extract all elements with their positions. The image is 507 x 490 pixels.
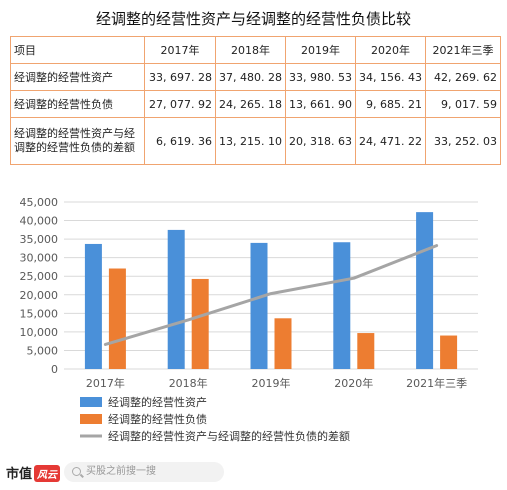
x-tick-label: 2019年 — [252, 376, 291, 390]
search-input[interactable]: 买股之前搜一搜 — [64, 462, 224, 482]
bar — [191, 278, 209, 369]
table-cell: 13, 215. 10 — [215, 117, 286, 165]
site-logo[interactable]: 市值 风云 — [6, 463, 61, 482]
table-cell: 24, 471. 22 — [354, 117, 426, 165]
table-header-row: 项目 2017年 2018年 2019年 2020年 2021年三季 — [10, 36, 501, 64]
y-tick-label: 35,000 — [20, 233, 59, 246]
legend-label: 经调整的经营性资产与经调整的经营性负债的差额 — [108, 429, 350, 443]
bar — [167, 229, 185, 369]
footer-bar: 市值 风云 买股之前搜一搜 — [0, 458, 507, 490]
search-placeholder: 买股之前搜一搜 — [86, 466, 156, 477]
y-tick-label: 30,000 — [20, 252, 59, 265]
table-cell: 9, 017. 59 — [424, 90, 501, 118]
legend-swatch — [80, 397, 102, 407]
header-cell-2019: 2019年 — [284, 36, 356, 64]
logo-text: 市值 — [6, 467, 33, 482]
table-cell: 34, 156. 43 — [354, 63, 426, 91]
header-cell-item: 项目 — [10, 36, 145, 64]
table-cell: 33, 980. 53 — [284, 63, 356, 91]
logo-badge: 风云 — [34, 465, 61, 482]
bar — [108, 268, 126, 369]
table-row-assets: 经调整的经营性资产 33, 697. 28 37, 480. 28 33, 98… — [10, 63, 501, 91]
header-cell-2018: 2018年 — [215, 36, 286, 64]
y-tick-label: 5,000 — [27, 344, 59, 357]
x-tick-label: 2017年 — [86, 376, 125, 390]
y-tick-label: 15,000 — [20, 307, 59, 320]
combo-chart: 0 5,000 10,000 15,000 20,000 25,000 30,000 35,0… — [20, 196, 478, 443]
bar — [357, 333, 375, 369]
bar — [416, 212, 434, 369]
table-row-liabilities: 经调整的经营性负债 27, 077. 92 24, 265. 18 13, 66… — [10, 90, 501, 118]
row-label: 经调整的经营性资产与经调整的经营性负债的差额 — [10, 117, 145, 165]
table-cell: 42, 269. 62 — [424, 63, 501, 91]
y-tick-label: 25,000 — [20, 270, 59, 283]
table-cell: 24, 265. 18 — [215, 90, 286, 118]
table-row-difference: 经调整的经营性资产与经调整的经营性负债的差额 6, 619. 36 13, 21… — [10, 117, 501, 165]
header-cell-2020: 2020年 — [354, 36, 426, 64]
legend-label: 经调整的经营性资产 — [108, 395, 207, 409]
y-tick-label: 20,000 — [20, 289, 59, 302]
table-cell: 20, 318. 63 — [284, 117, 356, 165]
y-tick-label: 45,000 — [20, 196, 59, 209]
search-icon — [72, 467, 81, 476]
x-tick-label: 2020年 — [334, 376, 373, 390]
legend-label: 经调整的经营性负债 — [108, 412, 207, 426]
y-tick-label: 10,000 — [20, 326, 59, 339]
table-cell: 33, 697. 28 — [144, 63, 216, 91]
bar — [440, 335, 458, 369]
bar — [333, 242, 351, 369]
table-title: 经调整的经营性资产与经调整的经营性负债比较 — [95, 10, 411, 28]
comparison-table: 项目 2017年 2018年 2019年 2020年 2021年三季 经调整的经… — [10, 36, 501, 165]
y-tick-label: 40,000 — [20, 215, 59, 228]
table-cell: 13, 661. 90 — [284, 90, 356, 118]
bar — [274, 318, 292, 369]
header-cell-2017: 2017年 — [144, 36, 216, 64]
legend-swatch — [80, 414, 102, 424]
table-cell: 33, 252. 03 — [424, 117, 501, 165]
row-label: 经调整的经营性资产 — [10, 63, 145, 91]
x-tick-label: 2021年三季 — [406, 376, 467, 390]
y-tick-label: 0 — [51, 363, 58, 376]
table-cell: 27, 077. 92 — [144, 90, 216, 118]
table-cell: 6, 619. 36 — [144, 117, 216, 165]
table-cell: 9, 685. 21 — [354, 90, 426, 118]
table-cell: 37, 480. 28 — [215, 63, 286, 91]
series-line — [103, 244, 439, 346]
row-label: 经调整的经营性负债 — [10, 90, 145, 118]
bar — [84, 243, 102, 369]
header-cell-2021q3: 2021年三季 — [424, 36, 501, 64]
x-tick-label: 2018年 — [169, 376, 208, 390]
bar — [250, 242, 268, 369]
